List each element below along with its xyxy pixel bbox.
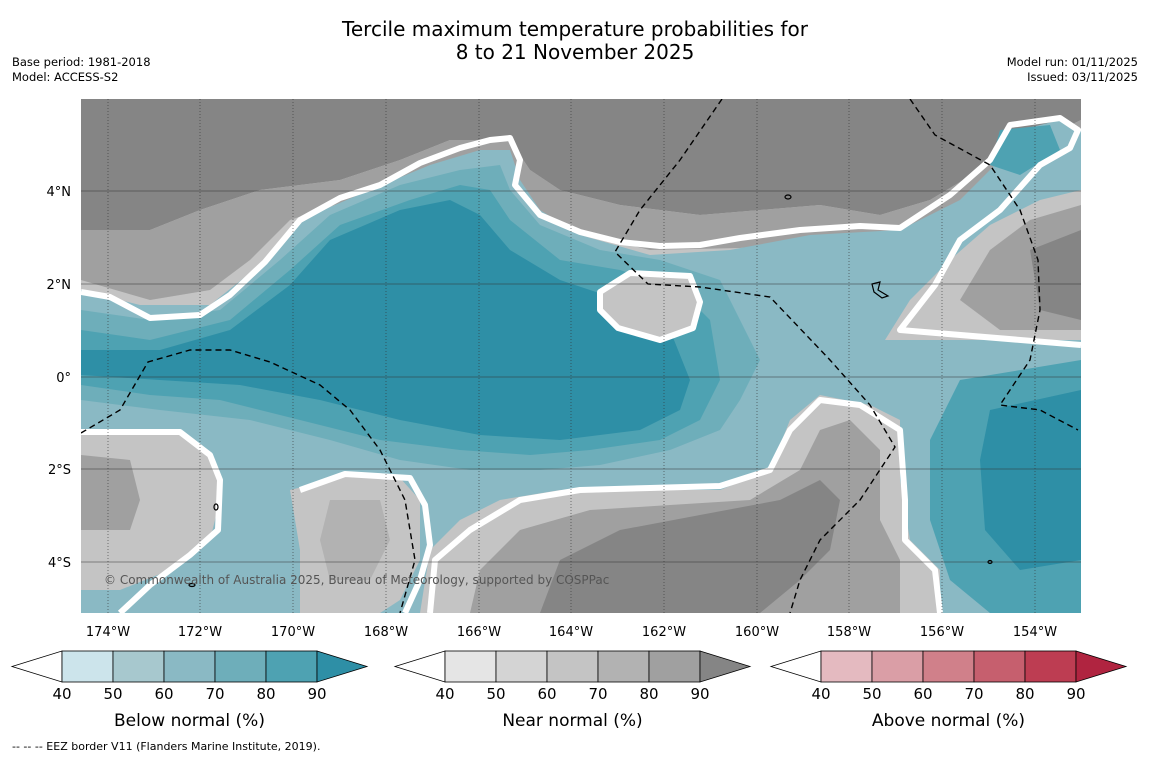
colorbar-tick-label: 80 [256, 685, 275, 703]
lat-tick-label: 0° [56, 371, 71, 386]
colorbar-tick-label: 60 [913, 685, 932, 703]
colorbar-tick-label: 60 [537, 685, 556, 703]
colorbar-tick-label: 40 [52, 685, 71, 703]
lon-tick-label: 164°W [549, 625, 593, 640]
colorbar-segment [112, 650, 165, 683]
lon-tick-label: 166°W [457, 625, 501, 640]
colorbars: 40 50 60 70 80 90 Below normal (%) 40 50 60 70 80 90… [10, 650, 1128, 731]
colorbar-tick-label: 40 [435, 685, 454, 703]
colorbar-segment [973, 650, 1026, 683]
colorbar-tick-label: 70 [205, 685, 224, 703]
latitude-lines [81, 190, 1081, 563]
colorbar-tick-label: 70 [964, 685, 983, 703]
colorbar-tick-label: 50 [486, 685, 505, 703]
colorbar-segment [648, 650, 701, 683]
eez-borders [81, 99, 1079, 613]
latitude-ticks: 4°N 2°N 0° 2°S 4°S [47, 185, 72, 571]
colorbar-segment [820, 650, 873, 683]
colorbar-segment [1024, 650, 1077, 683]
lon-tick-label: 156°W [920, 625, 964, 640]
colorbar-segment [495, 650, 548, 683]
lat-tick-label: 2°S [48, 463, 71, 478]
colorbar-low-extension [10, 650, 63, 683]
lon-tick-label: 158°W [827, 625, 871, 640]
title-line-1: Tercile maximum temperature probabilitie… [342, 17, 808, 41]
colorbar-segment [546, 650, 599, 683]
colorbar-tick-label: 80 [639, 685, 658, 703]
colorbar-tick-label: 80 [1015, 685, 1034, 703]
colorbar-tick-label: 90 [690, 685, 709, 703]
colorbar-3: 40 50 60 70 80 90 Above normal (%) [769, 650, 1128, 731]
colorbar-segment [922, 650, 975, 683]
lon-tick-label: 170°W [271, 625, 315, 640]
lat-tick-label: 4°N [47, 185, 72, 200]
meta-right: Model run: 01/11/2025 Issued: 03/11/2025 [1007, 55, 1138, 85]
title-line-2: 8 to 21 November 2025 [455, 40, 695, 64]
colorbar-label: Above normal (%) [872, 711, 1025, 731]
colorbar-tick-label: 90 [307, 685, 326, 703]
map-figure: 174°W 172°W 170°W 168°W 166°W 164°W 162°W 160°W… [10, 99, 1128, 731]
issued-date: Issued: 03/11/2025 [1027, 70, 1138, 84]
islands [188, 194, 993, 588]
colorbar-label: Near normal (%) [502, 711, 642, 731]
colorbar-segment [871, 650, 924, 683]
colorbar-tick-label: 50 [103, 685, 122, 703]
model-run: Model run: 01/11/2025 [1006, 55, 1138, 69]
meta-left: Base period: 1981-2018 Model: ACCESS-S2 [12, 55, 151, 85]
colorbar-tick-label: 50 [862, 685, 881, 703]
colorbar-segment [214, 650, 267, 683]
colorbar-low-extension [769, 650, 822, 683]
base-period: Base period: 1981-2018 [12, 55, 151, 69]
colorbar-segment [597, 650, 650, 683]
lon-tick-label: 168°W [364, 625, 408, 640]
colorbar-segment [444, 650, 497, 683]
lon-tick-label: 154°W [1013, 625, 1057, 640]
lat-tick-label: 4°S [48, 556, 71, 571]
copyright-notice: © Commonwealth of Australia 2025, Bureau… [104, 573, 609, 587]
footer-note: -- -- -- EEZ border V11 (Flanders Marine… [12, 740, 321, 753]
colorbar-high-extension [1075, 650, 1128, 683]
longitude-ticks: 174°W 172°W 170°W 168°W 166°W 164°W 162°W 160°W… [86, 625, 1057, 640]
colorbar-tick-label: 70 [588, 685, 607, 703]
colorbar-tick-label: 90 [1066, 685, 1085, 703]
lon-tick-label: 162°W [642, 625, 686, 640]
colorbar-2: 40 50 60 70 80 90 Near normal (%) [393, 650, 752, 731]
model-name: Model: ACCESS-S2 [12, 70, 119, 84]
colorbar-segment [265, 650, 318, 683]
colorbar-1: 40 50 60 70 80 90 Below normal (%) [10, 650, 369, 731]
lon-tick-label: 172°W [178, 625, 222, 640]
colorbar-high-extension [699, 650, 752, 683]
colorbar-tick-label: 40 [811, 685, 830, 703]
lon-tick-label: 174°W [86, 625, 130, 640]
colorbar-segment [163, 650, 216, 683]
colorbar-tick-label: 60 [154, 685, 173, 703]
colorbar-high-extension [316, 650, 369, 683]
colorbar-low-extension [393, 650, 446, 683]
probability-field [81, 99, 1081, 613]
lon-tick-label: 160°W [735, 625, 779, 640]
chart-title: Tercile maximum temperature probabilitie… [0, 18, 1150, 64]
colorbar-label: Below normal (%) [114, 711, 265, 731]
lat-tick-label: 2°N [47, 278, 72, 293]
colorbar-segment [61, 650, 114, 683]
